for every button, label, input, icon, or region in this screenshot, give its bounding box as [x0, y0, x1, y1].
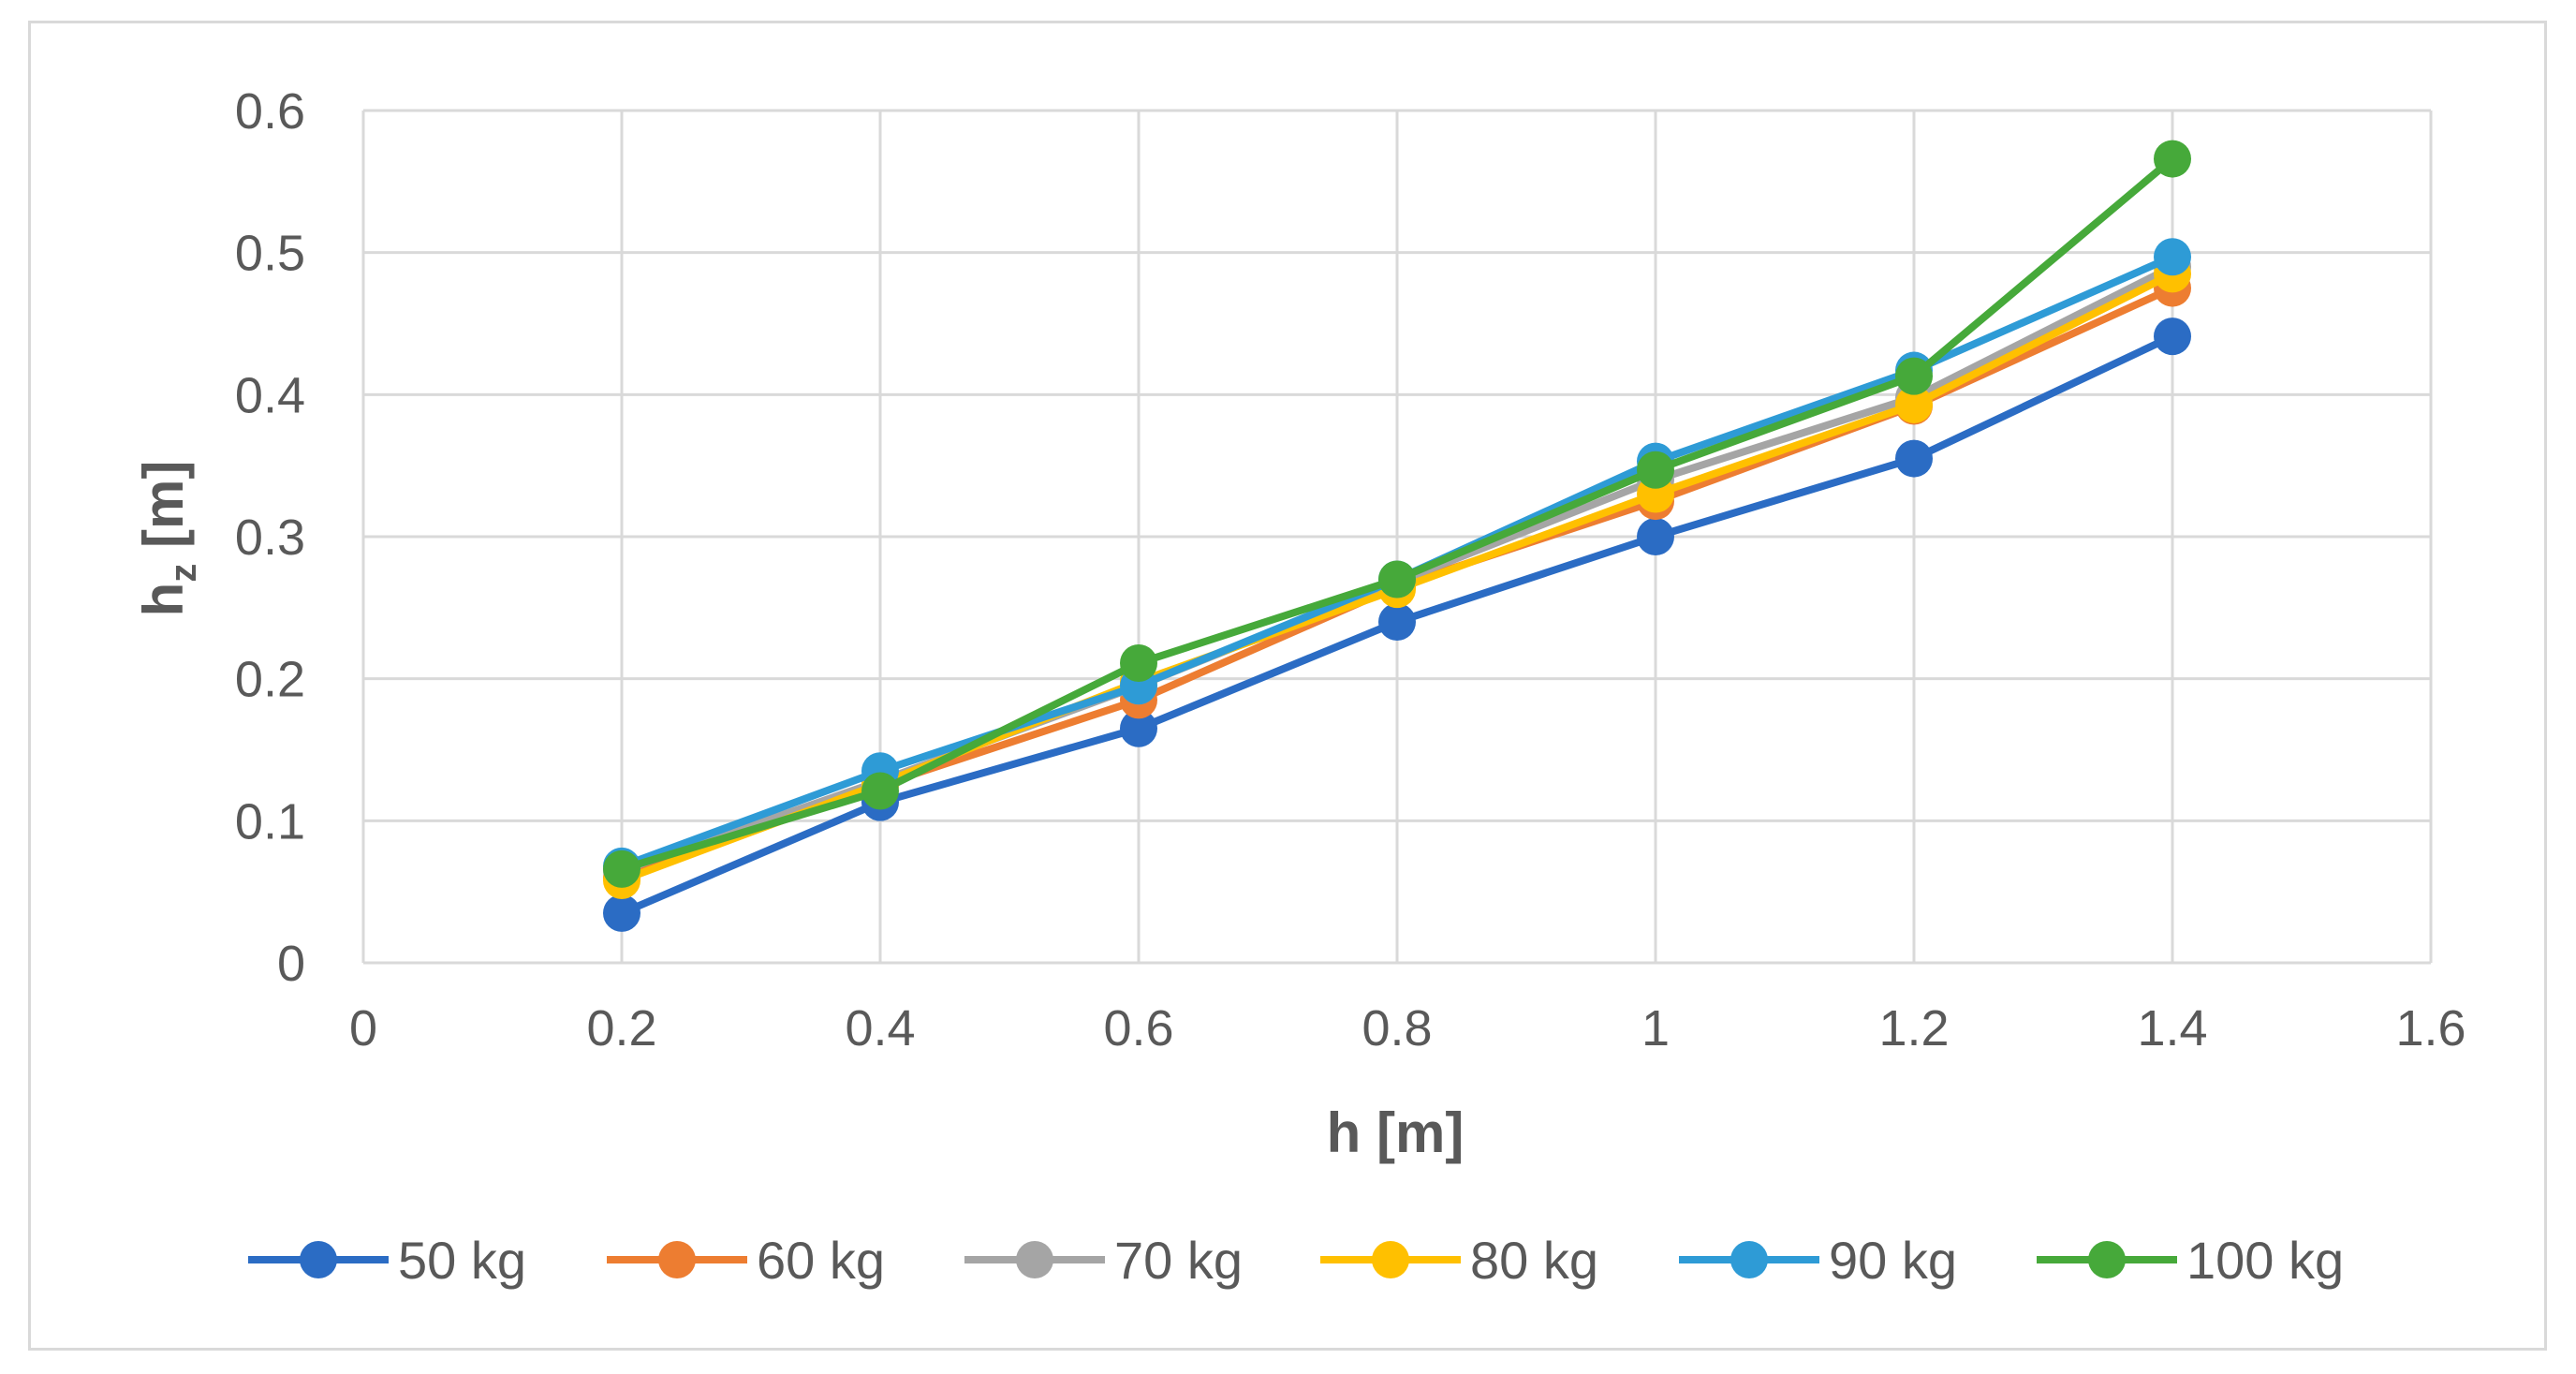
data-point	[1637, 451, 1674, 489]
data-point	[1120, 643, 1157, 682]
data-point	[1378, 560, 1416, 598]
series-100-kg	[603, 140, 2191, 888]
axis-ticks: 0 0.1 0.2 0.3 0.4 0.5 0.6 0 0.2 0.4 0.6 0.8 1 1.2 1.4 1…	[235, 83, 2466, 1056]
data-point	[2154, 238, 2191, 276]
x-tick-label: 0.6	[1103, 1000, 1173, 1056]
x-tick-label: 1	[1641, 1000, 1670, 1056]
data-point	[1895, 439, 1933, 478]
data-point	[1120, 709, 1157, 747]
y-tick-label: 0	[277, 936, 305, 992]
legend-item: 80 kg	[1320, 1231, 1598, 1290]
legend-label: 50 kg	[398, 1231, 526, 1290]
legend-item: 90 kg	[1679, 1231, 1957, 1290]
legend-swatch-marker	[2088, 1241, 2126, 1278]
y-tick-label: 0.1	[235, 793, 305, 850]
x-axis-title: h [m]	[1327, 1101, 1465, 1164]
legend-item: 50 kg	[248, 1231, 526, 1290]
y-tick-label: 0.2	[235, 652, 305, 708]
data-point	[2154, 318, 2191, 356]
x-tick-label: 1.4	[2137, 1000, 2207, 1056]
legend-swatch-marker	[658, 1241, 696, 1278]
data-point	[861, 772, 899, 810]
y-axis-title-unit: [m]	[132, 461, 195, 564]
legend-label: 80 kg	[1470, 1231, 1598, 1290]
legend-label: 70 kg	[1114, 1231, 1243, 1290]
y-axis-title-main: h	[132, 583, 195, 617]
x-tick-label: 0.4	[845, 1000, 915, 1056]
y-tick-label: 0.5	[235, 226, 305, 282]
legend-swatch-marker	[1730, 1241, 1768, 1278]
data-point	[2154, 140, 2191, 178]
chart-frame	[28, 21, 2547, 1351]
x-tick-label: 0	[349, 1000, 377, 1056]
legend-swatch-marker	[1372, 1241, 1409, 1278]
legend-swatch-marker	[300, 1241, 337, 1278]
legend-item: 60 kg	[607, 1231, 885, 1290]
y-tick-label: 0.3	[235, 510, 305, 566]
gridlines	[361, 109, 2433, 965]
legend-item: 70 kg	[964, 1231, 1243, 1290]
legend-label: 60 kg	[757, 1231, 885, 1290]
data-point	[1895, 357, 1933, 395]
y-axis-title: hz [m]	[132, 461, 204, 617]
y-axis-title-subscript: z	[163, 564, 204, 583]
legend-swatch-marker	[1016, 1241, 1053, 1278]
data-point	[603, 894, 640, 932]
y-tick-label: 0.6	[235, 83, 305, 140]
legend-item: 100 kg	[2037, 1231, 2344, 1290]
data-point	[603, 850, 640, 888]
data-point	[1637, 518, 1674, 555]
legend-label: 90 kg	[1829, 1231, 1957, 1290]
x-tick-label: 0.8	[1362, 1000, 1432, 1056]
data-point	[1378, 603, 1416, 641]
data-point	[1895, 385, 1933, 423]
series-lines	[603, 140, 2191, 932]
legend-label: 100 kg	[2186, 1231, 2344, 1290]
y-tick-label: 0.4	[235, 367, 305, 423]
x-tick-label: 0.2	[586, 1000, 656, 1056]
x-tick-label: 1.2	[1878, 1000, 1949, 1056]
x-tick-label: 1.6	[2395, 1000, 2466, 1056]
legend: 50 kg 60 kg 70 kg 80 kg 90 kg 100 kg	[248, 1231, 2344, 1290]
